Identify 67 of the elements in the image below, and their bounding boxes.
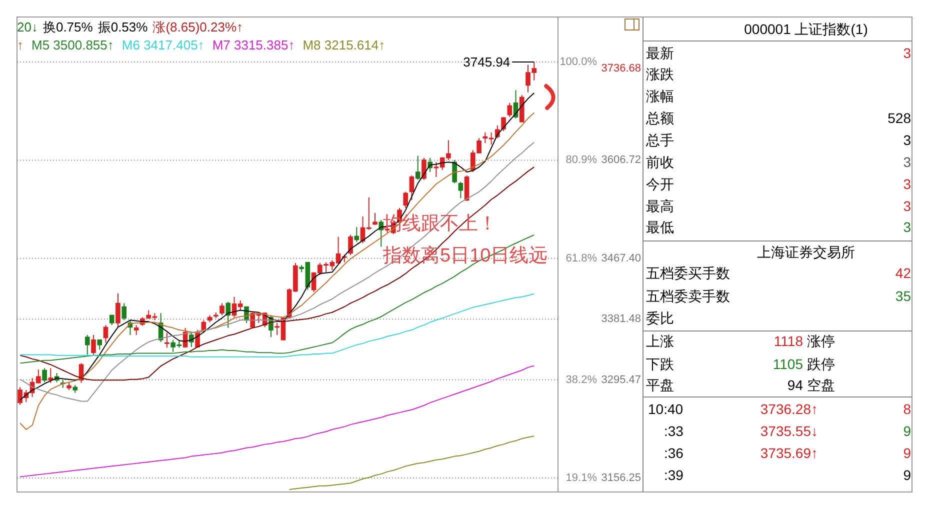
text: 委比 — [646, 310, 674, 326]
text: 上涨 — [646, 333, 674, 349]
text: 3 — [903, 45, 912, 61]
y-tick-label: 3156.25 — [601, 472, 641, 484]
annotation: 涨(8.65)0.23%↑ — [152, 20, 244, 34]
text: 1118 — [774, 333, 804, 349]
annotation: ↑ — [17, 38, 24, 52]
text: 3 — [903, 176, 912, 192]
text: 今开 — [646, 176, 674, 192]
text: M6 3417.405↑ — [122, 38, 204, 52]
text: :33 — [664, 423, 684, 439]
text: 1105 — [772, 356, 804, 372]
annotation: 20↓ — [17, 20, 38, 34]
text: 528 — [888, 110, 912, 126]
y-tick-label: 3736.68 — [601, 62, 641, 75]
text: 下跌 — [646, 356, 674, 372]
text: 000001 上证指数(1) — [744, 21, 868, 37]
text: 9 — [903, 467, 912, 483]
y-tick-label: 3381.48 — [601, 313, 641, 326]
y-tick-label: 3295.47 — [601, 374, 641, 386]
text: 最高 — [646, 198, 674, 214]
text: 3736.28↑ — [760, 401, 818, 417]
y2-tick-label: 80.9% — [566, 154, 598, 166]
text: 涨幅 — [646, 88, 674, 104]
text: 最新 — [646, 45, 674, 61]
line-series — [288, 436, 535, 490]
annotation: 换0.75% — [42, 20, 94, 34]
text: 3 — [903, 154, 912, 170]
text: 3 — [903, 198, 912, 214]
annotation: 振0.53% — [98, 20, 148, 34]
y2-tick-label: 38.2% — [566, 374, 598, 386]
text: 五档委卖手数 — [646, 288, 730, 304]
text: 涨跌 — [646, 66, 674, 82]
text: 总额 — [645, 110, 674, 126]
text: 8 — [903, 401, 912, 417]
text: 3 — [903, 219, 912, 235]
text: 3735.69↑ — [760, 445, 818, 461]
text: 最低 — [646, 219, 674, 235]
text: 前收 — [646, 154, 674, 170]
text: 五档委买手数 — [646, 265, 730, 281]
text: 涨停 — [807, 333, 835, 349]
text: 总手 — [645, 132, 674, 148]
text: 10:40 — [648, 401, 684, 417]
text: 平盘 — [646, 377, 674, 393]
text: 3 — [903, 132, 912, 148]
text: 35 — [895, 288, 912, 304]
y-tick-label: 3606.72 — [601, 154, 641, 166]
y2-tick-label: 61.8% — [566, 252, 598, 264]
y-tick-label: 3467.40 — [601, 252, 641, 264]
text: 3735.55↓ — [760, 423, 818, 439]
y2-tick-label: 100.0% — [560, 56, 598, 68]
text: 9 — [903, 423, 912, 439]
annotation: 3745.94 — [463, 54, 510, 70]
text: :39 — [664, 467, 684, 483]
text: 上海证券交易所 — [757, 244, 855, 260]
text: 跌停 — [807, 356, 835, 372]
line-series — [20, 293, 535, 358]
text: 空盘 — [807, 377, 835, 393]
text: 9 — [903, 445, 912, 461]
text: 42 — [895, 265, 912, 281]
text: :36 — [664, 445, 684, 461]
text: M7 3315.385↑ — [212, 38, 295, 52]
y2-tick-label: 19.1% — [566, 472, 598, 484]
text: 94 — [787, 377, 804, 393]
text: M8 3215.614↑ — [302, 38, 386, 52]
text: M5 3500.855↑ — [32, 38, 114, 52]
line-series — [20, 365, 535, 478]
